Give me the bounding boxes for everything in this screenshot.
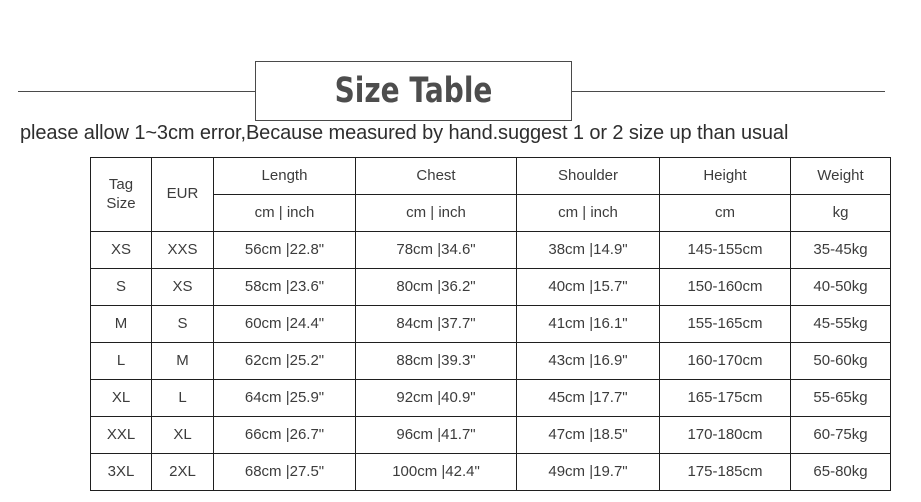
cell-chest: 96cm |41.7" — [355, 416, 517, 454]
cell-tag: XS — [90, 231, 152, 269]
cell-weight: 45-55kg — [790, 305, 891, 343]
table-row: M S 60cm |24.4" 84cm |37.7" 41cm |16.1" … — [90, 305, 891, 343]
cell-weight: 65-80kg — [790, 453, 891, 491]
header-height: Height — [659, 157, 791, 195]
cell-weight: 50-60kg — [790, 342, 891, 380]
cell-length: 66cm |26.7" — [213, 416, 356, 454]
cell-tag: XL — [90, 379, 152, 417]
banner-rule-left — [18, 91, 255, 92]
size-table: Tag Size EUR Length Chest Shoulder Heigh… — [90, 157, 891, 491]
cell-chest: 78cm |34.6" — [355, 231, 517, 269]
cell-tag: S — [90, 268, 152, 306]
cell-chest: 100cm |42.4" — [355, 453, 517, 491]
cell-weight: 55-65kg — [790, 379, 891, 417]
size-table-container: Tag Size EUR Length Chest Shoulder Heigh… — [90, 157, 891, 491]
cell-shoulder: 45cm |17.7" — [516, 379, 660, 417]
cell-tag: 3XL — [90, 453, 152, 491]
page-title: Size Table — [334, 71, 493, 111]
table-body: XS XXS 56cm |22.8" 78cm |34.6" 38cm |14.… — [90, 231, 891, 491]
cell-weight: 60-75kg — [790, 416, 891, 454]
cell-height: 160-170cm — [659, 342, 791, 380]
table-row: XS XXS 56cm |22.8" 78cm |34.6" 38cm |14.… — [90, 231, 891, 269]
header-length: Length — [213, 157, 356, 195]
header-eur: EUR — [151, 157, 214, 232]
table-head: Tag Size EUR Length Chest Shoulder Heigh… — [90, 157, 891, 232]
measurement-note: please allow 1~3cm error,Because measure… — [20, 122, 789, 144]
title-banner: Size Table — [0, 30, 921, 121]
cell-shoulder: 40cm |15.7" — [516, 268, 660, 306]
cell-eur: XXS — [151, 231, 214, 269]
cell-tag: M — [90, 305, 152, 343]
cell-height: 150-160cm — [659, 268, 791, 306]
unit-chest: cm | inch — [355, 194, 517, 232]
cell-eur: 2XL — [151, 453, 214, 491]
cell-chest: 88cm |39.3" — [355, 342, 517, 380]
cell-eur: S — [151, 305, 214, 343]
unit-weight: kg — [790, 194, 891, 232]
cell-height: 145-155cm — [659, 231, 791, 269]
cell-shoulder: 43cm |16.9" — [516, 342, 660, 380]
header-shoulder: Shoulder — [516, 157, 660, 195]
table-row: S XS 58cm |23.6" 80cm |36.2" 40cm |15.7"… — [90, 268, 891, 306]
cell-chest: 92cm |40.9" — [355, 379, 517, 417]
cell-height: 170-180cm — [659, 416, 791, 454]
cell-shoulder: 38cm |14.9" — [516, 231, 660, 269]
cell-eur: L — [151, 379, 214, 417]
cell-shoulder: 49cm |19.7" — [516, 453, 660, 491]
cell-eur: XS — [151, 268, 214, 306]
cell-shoulder: 41cm |16.1" — [516, 305, 660, 343]
cell-eur: M — [151, 342, 214, 380]
header-weight: Weight — [790, 157, 891, 195]
header-row-primary: Tag Size EUR Length Chest Shoulder Heigh… — [90, 157, 891, 232]
cell-length: 60cm |24.4" — [213, 305, 356, 343]
header-tag-size: Tag Size — [90, 157, 152, 232]
header-tag-size-line1: Tag — [108, 175, 134, 193]
cell-chest: 80cm |36.2" — [355, 268, 517, 306]
cell-height: 175-185cm — [659, 453, 791, 491]
unit-height: cm — [659, 194, 791, 232]
table-row: XXL XL 66cm |26.7" 96cm |41.7" 47cm |18.… — [90, 416, 891, 454]
unit-length: cm | inch — [213, 194, 356, 232]
cell-shoulder: 47cm |18.5" — [516, 416, 660, 454]
cell-length: 64cm |25.9" — [213, 379, 356, 417]
cell-chest: 84cm |37.7" — [355, 305, 517, 343]
cell-tag: XXL — [90, 416, 152, 454]
banner-rule-right — [572, 91, 885, 92]
cell-weight: 35-45kg — [790, 231, 891, 269]
cell-tag: L — [90, 342, 152, 380]
cell-length: 56cm |22.8" — [213, 231, 356, 269]
cell-weight: 40-50kg — [790, 268, 891, 306]
table-row: L M 62cm |25.2" 88cm |39.3" 43cm |16.9" … — [90, 342, 891, 380]
cell-height: 155-165cm — [659, 305, 791, 343]
table-row: 3XL 2XL 68cm |27.5" 100cm |42.4" 49cm |1… — [90, 453, 891, 491]
cell-length: 58cm |23.6" — [213, 268, 356, 306]
cell-height: 165-175cm — [659, 379, 791, 417]
header-tag-size-line2: Size — [106, 194, 136, 212]
cell-eur: XL — [151, 416, 214, 454]
banner-box — [255, 61, 572, 121]
header-chest: Chest — [355, 157, 517, 195]
table-row: XL L 64cm |25.9" 92cm |40.9" 45cm |17.7"… — [90, 379, 891, 417]
unit-shoulder: cm | inch — [516, 194, 660, 232]
cell-length: 62cm |25.2" — [213, 342, 356, 380]
cell-length: 68cm |27.5" — [213, 453, 356, 491]
